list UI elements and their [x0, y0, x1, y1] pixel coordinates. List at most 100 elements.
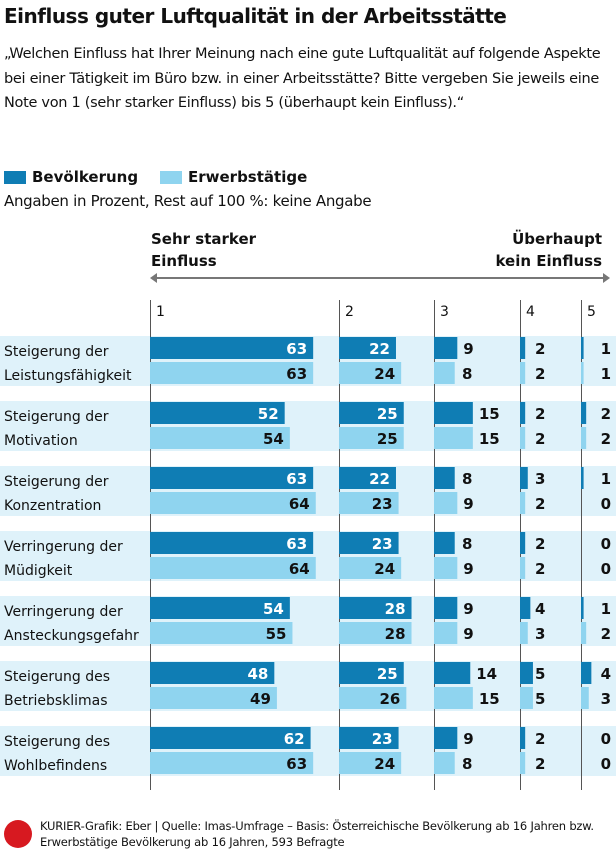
data-label: 8: [462, 755, 472, 773]
data-label: 0: [601, 560, 611, 578]
data-label: 0: [601, 730, 611, 748]
bar-bevoelkerung: [339, 402, 404, 424]
note: Angaben in Prozent, Rest auf 100 %: kein…: [4, 192, 372, 210]
data-label: 63: [286, 470, 307, 488]
data-label: 3: [601, 690, 611, 708]
bar-bevoelkerung: [581, 337, 584, 359]
data-label: 2: [535, 340, 545, 358]
data-label: 0: [601, 495, 611, 513]
category-label: Steigerung der: [4, 344, 109, 360]
data-label: 25: [377, 665, 398, 683]
bar-erwerbstaetige: [434, 362, 455, 384]
bar-bevoelkerung: [434, 597, 458, 619]
data-label: 1: [601, 470, 611, 488]
bar-bevoelkerung: [434, 662, 471, 684]
data-label: 64: [289, 495, 310, 513]
data-label: 63: [286, 365, 307, 383]
data-label: 22: [369, 470, 390, 488]
column-label: 1: [156, 304, 165, 320]
category-label: Steigerung der: [4, 474, 109, 490]
data-label: 63: [286, 340, 307, 358]
data-label: 0: [601, 535, 611, 553]
category-label: Konzentration: [4, 498, 101, 514]
bar-erwerbstaetige: [434, 622, 458, 644]
bar-bevoelkerung: [339, 337, 396, 359]
row-band: [0, 596, 616, 646]
bar-erwerbstaetige: [581, 622, 587, 644]
data-label: 9: [463, 730, 473, 748]
bar-erwerbstaetige: [339, 427, 404, 449]
category-label: Steigerung des: [4, 669, 110, 685]
legend-bevoelkerung: Bevölkerung: [4, 168, 138, 186]
category-label: Müdigkeit: [4, 563, 73, 579]
arrow-left-icon: [150, 273, 157, 283]
data-label: 2: [535, 755, 545, 773]
data-label: 63: [286, 755, 307, 773]
data-label: 25: [377, 405, 398, 423]
data-label: 63: [286, 535, 307, 553]
data-label: 5: [535, 665, 545, 683]
row-band: [0, 661, 616, 711]
column-label: 5: [587, 304, 596, 320]
data-label: 62: [284, 730, 305, 748]
column-label: 2: [345, 304, 354, 320]
kurier-logo: [4, 820, 32, 848]
data-label: 9: [463, 340, 473, 358]
data-label: 2: [535, 560, 545, 578]
data-label: 4: [601, 665, 611, 683]
bar-bevoelkerung: [339, 597, 412, 619]
category-label: Verringerung der: [4, 604, 123, 620]
bar-erwerbstaetige: [520, 687, 533, 709]
bar-erwerbstaetige: [434, 752, 455, 774]
category-label: Steigerung des: [4, 734, 110, 750]
bar-erwerbstaetige: [150, 492, 316, 514]
data-label: 2: [601, 625, 611, 643]
bar-bevoelkerung: [339, 467, 396, 489]
data-label: 3: [535, 625, 545, 643]
bar-bevoelkerung: [520, 727, 526, 749]
data-label: 24: [374, 755, 395, 773]
column-label: 4: [526, 304, 535, 320]
data-label: 9: [463, 600, 473, 618]
data-label: 4: [535, 600, 545, 618]
category-label: Ansteckungsgefahr: [4, 628, 139, 644]
footer-source: KURIER-Grafik: Eber | Quelle: Imas-Umfra…: [40, 819, 594, 849]
bar-bevoelkerung: [434, 467, 455, 489]
bar-bevoelkerung: [150, 662, 275, 684]
bar-erwerbstaetige: [339, 362, 402, 384]
bar-bevoelkerung: [520, 337, 526, 359]
category-label: Wohlbefindens: [4, 758, 107, 774]
data-label: 2: [535, 365, 545, 383]
category-label: Motivation: [4, 433, 78, 449]
category-label: Leistungsfähigkeit: [4, 368, 132, 384]
data-label: 15: [479, 690, 500, 708]
data-label: 24: [374, 560, 395, 578]
data-label: 2: [535, 405, 545, 423]
bar-bevoelkerung: [520, 662, 533, 684]
survey-question: „Welchen Einfluss hat Ihrer Meinung nach…: [4, 46, 601, 111]
bar-bevoelkerung: [150, 467, 314, 489]
data-label: 9: [463, 495, 473, 513]
bar-bevoelkerung: [520, 467, 528, 489]
bar-bevoelkerung: [520, 532, 526, 554]
bar-erwerbstaetige: [520, 362, 526, 384]
bar-erwerbstaetige: [150, 622, 293, 644]
data-label: 64: [289, 560, 310, 578]
bar-bevoelkerung: [581, 597, 584, 619]
scale-right-label: Überhaupt kein Einfluss: [495, 230, 602, 270]
data-label: 2: [535, 730, 545, 748]
data-label: 22: [369, 340, 390, 358]
data-label: 25: [377, 430, 398, 448]
bar-bevoelkerung: [434, 532, 455, 554]
bar-bevoelkerung: [581, 402, 587, 424]
bar-erwerbstaetige: [150, 752, 314, 774]
data-label: 28: [385, 625, 406, 643]
data-label: 3: [535, 470, 545, 488]
bar-bevoelkerung: [434, 337, 458, 359]
data-label: 8: [462, 470, 472, 488]
category-label: Steigerung der: [4, 409, 109, 425]
bar-erwerbstaetige: [150, 557, 316, 579]
bar-erwerbstaetige: [150, 427, 290, 449]
bar-erwerbstaetige: [434, 427, 473, 449]
data-label: 14: [476, 665, 497, 683]
